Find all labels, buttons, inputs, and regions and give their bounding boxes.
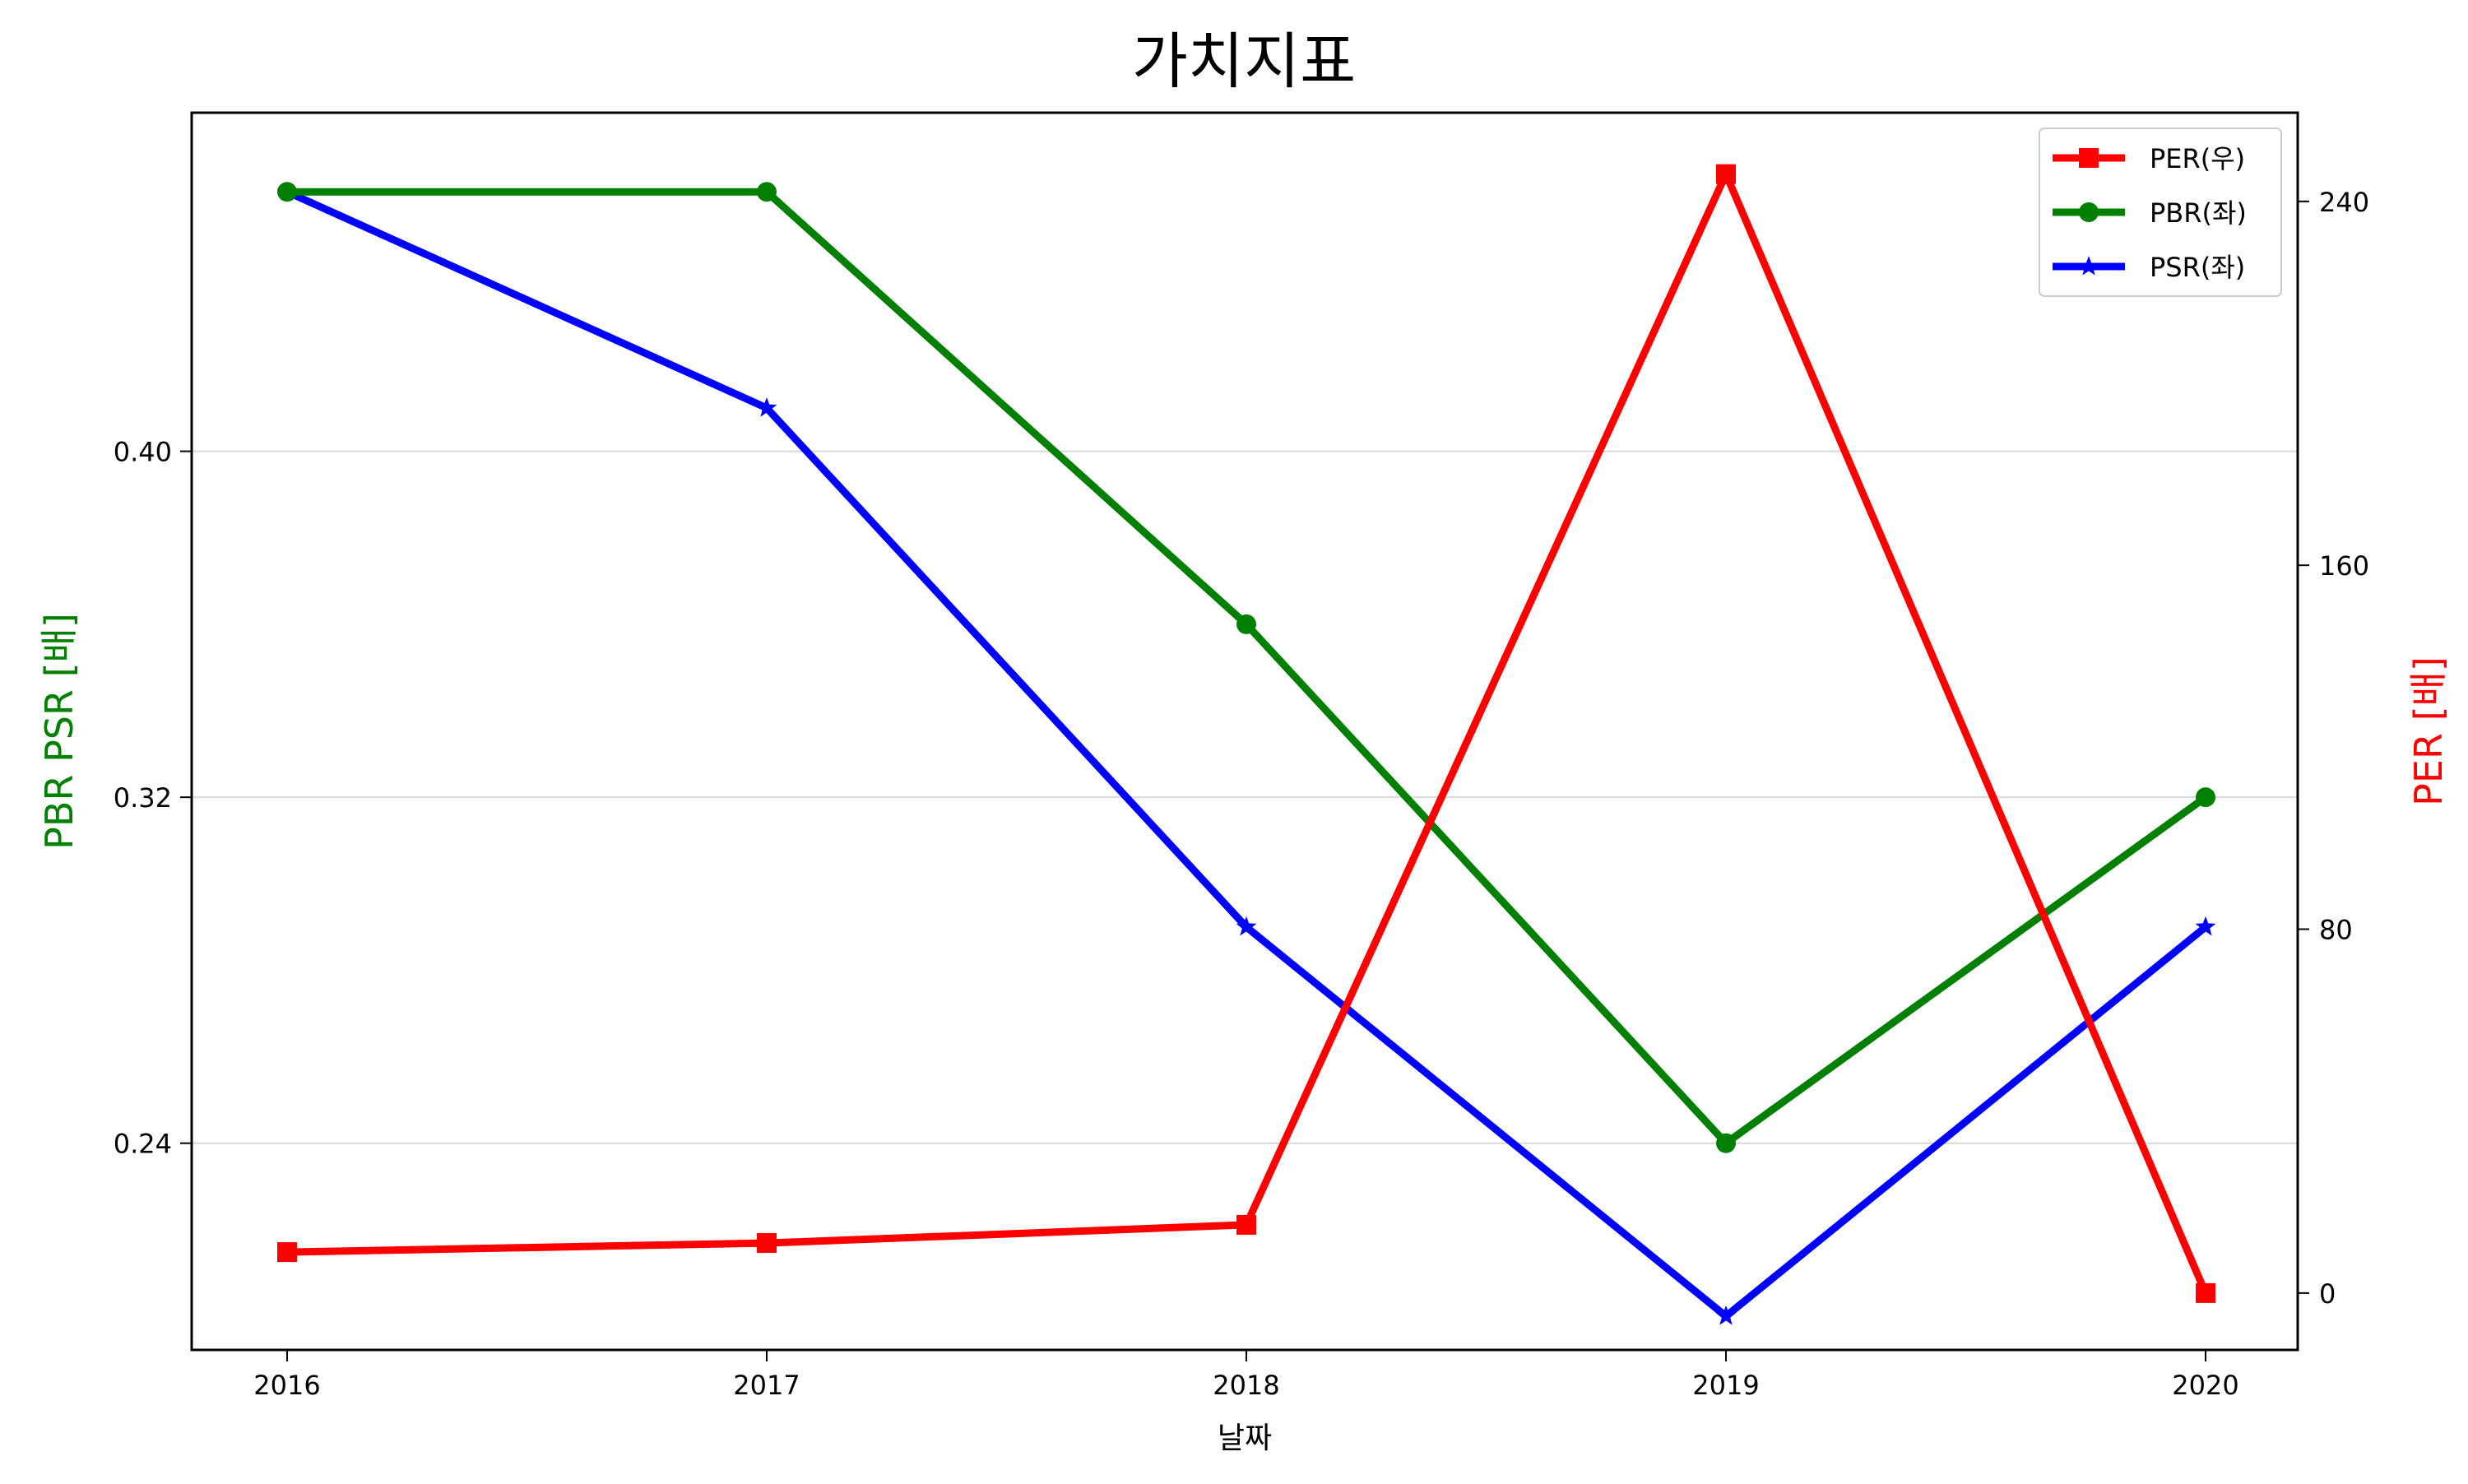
data-point-pbr bbox=[757, 182, 777, 202]
data-point-pbr bbox=[1236, 614, 1256, 634]
legend: PER(우) PBR(좌) PSR(좌) bbox=[2039, 128, 2282, 297]
y-left-tick-label: 0.40 bbox=[114, 437, 172, 468]
legend-item-per: PER(우) bbox=[2053, 143, 2245, 174]
x-tick-label: 2019 bbox=[1692, 1370, 1759, 1401]
x-tick-label: 2017 bbox=[733, 1370, 800, 1401]
data-point-psr bbox=[1715, 1305, 1737, 1325]
y-axis-right-label: PER [배] bbox=[2406, 656, 2451, 806]
plot-frame bbox=[190, 111, 2299, 1352]
data-point-pbr bbox=[1716, 1133, 1736, 1153]
x-tick-label: 2016 bbox=[253, 1370, 320, 1401]
legend-item-psr: PSR(좌) bbox=[2053, 252, 2245, 283]
y-axis-left: 0.24 0.32 0.40 bbox=[114, 437, 192, 1160]
y-left-tick-label: 0.24 bbox=[114, 1129, 172, 1160]
data-point-psr bbox=[1236, 916, 1257, 936]
chart-title: 가치지표 bbox=[1132, 26, 1356, 97]
legend-frame bbox=[2039, 128, 2282, 297]
legend-label: PSR(좌) bbox=[2150, 252, 2245, 283]
y-right-tick-label: 240 bbox=[2319, 187, 2369, 218]
legend-swatch-marker bbox=[2078, 256, 2099, 276]
y-right-tick-label: 80 bbox=[2319, 915, 2353, 946]
y-right-tick-label: 160 bbox=[2319, 550, 2369, 582]
data-point-per bbox=[2196, 1282, 2215, 1303]
y-right-tick-label: 0 bbox=[2319, 1278, 2336, 1310]
legend-item-pbr: PBR(좌) bbox=[2053, 197, 2247, 229]
grid-lines bbox=[192, 450, 2298, 1144]
data-point-per bbox=[277, 1242, 297, 1263]
legend-label: PER(우) bbox=[2150, 143, 2245, 174]
legend-swatch-marker bbox=[2079, 148, 2099, 168]
data-point-pbr bbox=[2196, 787, 2215, 808]
series-per bbox=[277, 164, 2215, 1303]
x-axis-label: 날짜 bbox=[1218, 1421, 1272, 1455]
legend-label: PBR(좌) bbox=[2150, 197, 2247, 229]
data-point-psr bbox=[2195, 916, 2216, 936]
data-point-per bbox=[1236, 1214, 1256, 1235]
y-axis-right: 0 80 160 240 bbox=[2298, 187, 2369, 1310]
series-layer bbox=[276, 164, 2216, 1325]
data-point-per bbox=[1716, 164, 1736, 184]
y-left-tick-label: 0.32 bbox=[114, 782, 172, 814]
x-axis: 2016 2017 2018 2019 2020 bbox=[253, 1350, 2239, 1401]
data-point-psr bbox=[756, 397, 777, 417]
series-pbr bbox=[277, 182, 2215, 1153]
legend-swatch-marker bbox=[2079, 202, 2099, 222]
data-point-pbr bbox=[277, 182, 297, 202]
y-axis-left-label: PBR PSR [배] bbox=[37, 613, 81, 850]
data-point-per bbox=[757, 1233, 777, 1254]
x-tick-label: 2018 bbox=[1213, 1370, 1279, 1401]
x-tick-label: 2020 bbox=[2172, 1370, 2238, 1401]
